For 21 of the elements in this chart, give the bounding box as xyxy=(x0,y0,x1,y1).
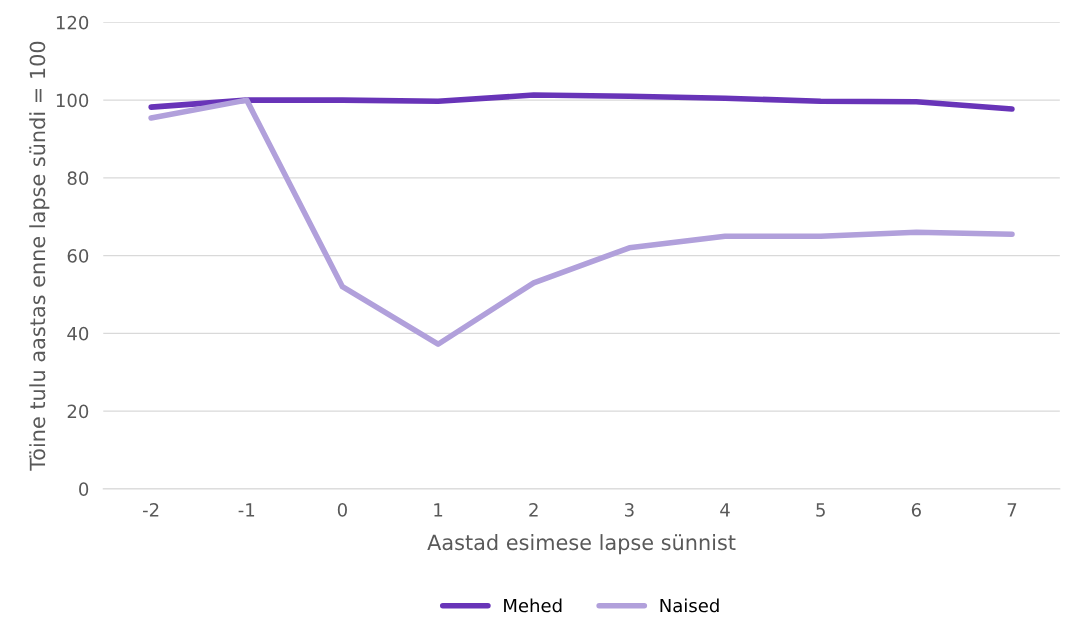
y-tick-label: 120 xyxy=(56,15,89,30)
legend-label: Mehed xyxy=(504,598,562,613)
x-tick-label: -1 xyxy=(238,503,255,517)
legend-label: Naised xyxy=(660,598,719,613)
x-tick-label: 4 xyxy=(720,503,730,517)
x-tick-label: 7 xyxy=(1007,503,1017,517)
x-tick-label: 2 xyxy=(529,503,538,517)
x-tick-label: -2 xyxy=(142,503,159,517)
y-tick-label: 0 xyxy=(79,482,89,496)
x-tick-label: 1 xyxy=(434,503,443,517)
y-tick-label: 80 xyxy=(67,171,89,185)
x-tick-label: 3 xyxy=(625,503,634,517)
y-tick-label: 20 xyxy=(67,404,89,419)
x-tick-label: 0 xyxy=(337,503,347,517)
x-tick-label: 6 xyxy=(911,503,921,517)
x-axis-title: Aastad esimese lapse sünnist xyxy=(427,534,736,555)
y-tick-label: 60 xyxy=(67,249,89,263)
x-tick-label: 5 xyxy=(816,503,825,517)
y-tick-label: 40 xyxy=(67,326,89,341)
y-tick-label: 100 xyxy=(56,93,89,108)
y-axis-title: Töine tulu aastas enne lapse sündi = 100 xyxy=(29,41,50,471)
